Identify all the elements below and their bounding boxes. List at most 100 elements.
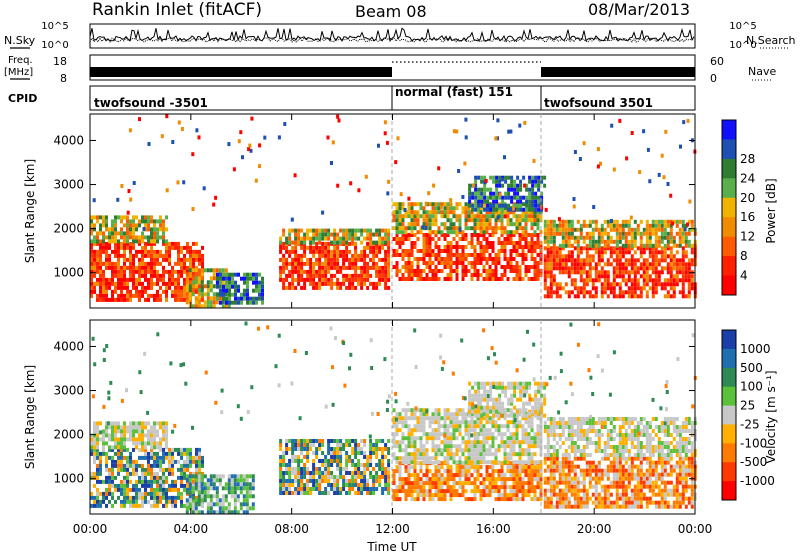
heat-cell: [491, 489, 495, 494]
heat-cell: [282, 265, 286, 270]
heat-cell: [192, 253, 195, 258]
heat-cell: [690, 219, 694, 224]
heat-cell: [99, 249, 102, 254]
heat-cell: [449, 226, 453, 231]
heat-cell: [363, 479, 367, 483]
heat-cell: [627, 294, 631, 299]
heat-cell: [564, 223, 568, 228]
heat-cell: [518, 222, 522, 227]
heat-cell: [129, 235, 132, 240]
heat-cell: [147, 483, 150, 488]
heat-cell: [504, 203, 508, 208]
heat-cell: [645, 290, 649, 295]
heat-cell: [336, 265, 340, 270]
heat-cell: [524, 218, 528, 223]
heat-cell: [306, 479, 310, 483]
heat-cell: [401, 273, 405, 277]
heat-cell: [120, 265, 123, 270]
heat-cell: [177, 289, 180, 294]
heat-cell: [558, 270, 562, 275]
heat-cell: [494, 424, 498, 429]
heat-cell: [410, 452, 414, 457]
heat-cell: [404, 226, 408, 231]
heat-cell: [336, 269, 340, 274]
heat-cell: [321, 273, 325, 278]
heat-cell: [662, 175, 666, 180]
heat-cell: [582, 266, 586, 271]
heat-cell: [494, 452, 498, 457]
heat-cell: [132, 487, 135, 492]
heat-cell: [102, 437, 105, 442]
heat-cell: [297, 447, 301, 451]
heat-cell: [621, 231, 625, 236]
heat-cell: [150, 273, 153, 278]
heat-cell: [495, 199, 499, 204]
heat-cell: [357, 443, 361, 447]
heat-cell: [102, 451, 105, 456]
heat-cell: [627, 258, 631, 263]
heat-cell: [449, 198, 453, 203]
heat-cell: [294, 261, 298, 266]
heat-cell: [348, 487, 352, 491]
heat-cell: [467, 473, 471, 478]
heat-cell: [461, 469, 465, 474]
heat-cell: [162, 265, 165, 270]
heat-cell: [558, 231, 562, 236]
heat-cell: [129, 245, 132, 250]
heat-cell: [177, 281, 180, 286]
heat-cell: [99, 451, 102, 456]
heat-cell: [573, 270, 577, 275]
heat-cell: [498, 183, 502, 188]
heat-cell: [473, 448, 477, 453]
heat-cell: [279, 463, 283, 467]
heat-cell: [105, 289, 108, 294]
heat-cell: [165, 437, 168, 442]
heat-cell: [492, 207, 496, 212]
heat-cell: [468, 199, 472, 204]
heat-cell: [153, 451, 156, 456]
heat-cell: [212, 474, 216, 479]
heat-cell: [129, 249, 132, 254]
heat-cell: [300, 487, 304, 491]
heat-cell: [518, 233, 522, 237]
heat-cell: [327, 228, 331, 233]
heat-cell: [503, 214, 507, 219]
heat-cell: [360, 471, 364, 475]
heat-cell: [336, 467, 340, 471]
heat-cell: [642, 243, 646, 248]
heat-cell: [141, 467, 144, 472]
heat-cell: [509, 261, 513, 265]
heat-cell: [221, 506, 225, 511]
heat-cell: [579, 290, 583, 295]
heat-cell: [366, 273, 370, 278]
heat-cell: [464, 202, 468, 207]
heat-cell: [132, 281, 135, 286]
heat-cell: [135, 441, 138, 446]
heat-cell: [506, 265, 510, 269]
heat-cell: [510, 175, 514, 180]
heat-cell: [162, 281, 165, 286]
heat-cell: [363, 443, 367, 447]
heat-cell: [422, 233, 426, 237]
heat-cell: [678, 235, 682, 240]
heat-cell: [215, 486, 219, 491]
heat-cell: [606, 282, 610, 287]
heat-cell: [687, 266, 691, 271]
heat-cell: [285, 471, 289, 475]
heat-cell: [381, 471, 385, 475]
heat-cell: [645, 262, 649, 267]
heat-cell: [512, 210, 516, 215]
heat-cell: [588, 219, 592, 224]
heat-cell: [669, 266, 673, 271]
heat-cell: [669, 286, 673, 291]
heat-cell: [422, 245, 426, 249]
heat-cell: [455, 424, 459, 429]
heat-cell: [440, 448, 444, 453]
heat-cell: [654, 258, 658, 263]
heat-cell: [651, 262, 655, 267]
heat-cell: [576, 262, 580, 267]
heat-cell: [336, 236, 340, 241]
heat-cell: [651, 243, 655, 248]
heat-cell: [132, 499, 135, 504]
heat-cell: [528, 175, 532, 180]
